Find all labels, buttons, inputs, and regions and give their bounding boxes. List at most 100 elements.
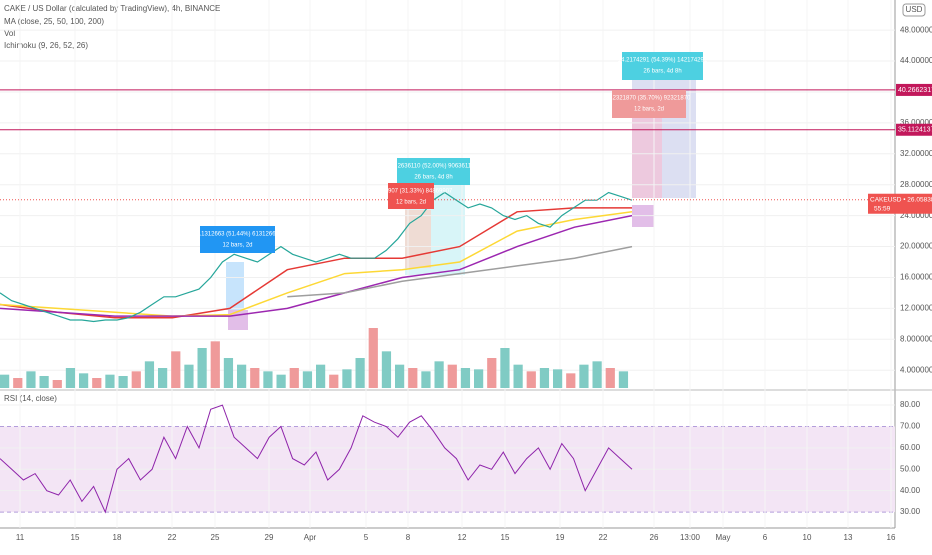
time-tick-label: 19 — [556, 533, 565, 542]
volume-bar — [79, 373, 89, 388]
volume-bar — [395, 364, 405, 388]
level-tag — [896, 83, 932, 96]
rsi-tick-label: 80.00 — [900, 400, 921, 409]
time-tick-label: 12 — [458, 533, 467, 542]
annotation-text: 14.2174291 (54.39%) 142174291 — [618, 58, 708, 64]
price-tick-label: 8.0000000 — [900, 334, 932, 343]
annotation-sub: 12 bars, 2d — [396, 200, 426, 206]
volume-bar — [460, 368, 471, 388]
volume-bar — [368, 328, 378, 388]
time-tick-label: 11 — [16, 533, 25, 542]
volume-bar — [579, 364, 589, 388]
price-tick-label: 12.0000000 — [900, 303, 932, 312]
rsi-title: RSI (14, close) — [4, 394, 57, 403]
annotation-box — [388, 183, 434, 209]
volume-bar — [197, 348, 207, 388]
time-tick-label: 15 — [71, 533, 80, 542]
symbol-title: CAKE / US Dollar (calculated by TradingV… — [4, 4, 220, 13]
time-tick-label: 10 — [803, 533, 812, 542]
volume-bar — [526, 371, 536, 388]
annotation-text: 9.2321870 (35.70%) 92321870 — [608, 96, 691, 102]
price-tick-label: 48.0000000 — [900, 25, 932, 34]
volume-bar — [210, 341, 220, 388]
time-tick-label: 22 — [599, 533, 608, 542]
volume-bar — [65, 368, 76, 388]
price-tick-label: 20.0000000 — [900, 242, 932, 251]
moving-average — [287, 245, 633, 298]
range-shade — [228, 310, 248, 330]
time-tick-label: 26 — [650, 533, 659, 542]
volume-bar — [592, 361, 602, 388]
volume-bar — [171, 351, 181, 388]
volume-bar — [237, 364, 247, 388]
volume-bar — [276, 374, 286, 388]
annotation-text: 8.4869907 (31.33%) 84869907 — [370, 189, 453, 195]
annotation-sub: 12 bars, 2d — [634, 107, 664, 113]
indicator-label: MA (close, 25, 50, 100, 200) — [4, 17, 104, 26]
time-tick-label: Apr — [304, 533, 317, 542]
price-tick-label: 44.0000000 — [900, 56, 932, 65]
countdown: 55:59 — [874, 205, 891, 212]
volume-bar — [118, 376, 128, 388]
annotation-sub: 26 bars, 4d 8h — [643, 69, 681, 75]
volume-bar — [105, 374, 115, 388]
annotation-sub: 12 bars, 2d — [222, 243, 252, 249]
volume-bar — [618, 371, 629, 388]
volume-bar — [342, 369, 352, 388]
volume-bar — [13, 378, 23, 388]
volume-bar — [52, 380, 62, 388]
price-tick-label: 28.0000000 — [900, 180, 932, 189]
range-shade — [405, 210, 431, 268]
last-price-tag — [868, 193, 932, 214]
moving-average — [0, 207, 632, 319]
volume-bar — [316, 364, 326, 388]
time-tick-label: 6 — [763, 533, 768, 542]
rsi-tick-label: 30.00 — [900, 507, 921, 516]
annotation-box — [397, 158, 470, 185]
indicator-label: Vol — [4, 29, 15, 38]
time-tick-label: 22 — [168, 533, 177, 542]
time-tick-label: 25 — [211, 533, 220, 542]
moving-average — [0, 214, 633, 317]
time-tick-label: May — [715, 533, 730, 542]
volume-bar — [513, 364, 523, 388]
volume-bar — [447, 364, 457, 388]
annotation-box — [622, 52, 703, 80]
volume-bar — [421, 371, 431, 388]
volume-bar — [302, 371, 313, 388]
volume-bar — [539, 368, 550, 388]
time-tick-label: 13 — [844, 533, 853, 542]
currency-badge[interactable] — [902, 3, 926, 17]
level-tag — [896, 123, 932, 136]
volume-bar — [223, 358, 234, 388]
time-tick-label: 16 — [887, 533, 896, 542]
volume-bar — [355, 358, 365, 388]
rsi-tick-label: 60.00 — [900, 443, 921, 452]
volume-bar — [329, 374, 339, 388]
time-tick-label: 5 — [364, 533, 369, 542]
volume-bar — [250, 368, 260, 388]
time-tick-label: 29 — [265, 533, 274, 542]
volume-bar — [500, 348, 510, 388]
level-label: 40.2662317 — [898, 87, 932, 94]
volume-bar — [39, 376, 49, 388]
currency[interactable]: USD — [906, 5, 923, 14]
indicator-label: Ichimoku (9, 26, 52, 26) — [4, 41, 88, 50]
volume-bar — [566, 373, 576, 388]
volume-bar — [131, 371, 141, 388]
annotation-text: 6.1312663 (51.44%) 61312663 — [196, 232, 279, 238]
volume-bar — [26, 371, 36, 388]
volume-bar — [487, 358, 497, 388]
volume-bar — [0, 374, 10, 388]
volume-bar — [381, 351, 392, 388]
volume-bar — [474, 369, 484, 388]
volume-bar — [408, 368, 418, 388]
price-tick-label: 16.0000000 — [900, 273, 932, 282]
price-line — [0, 191, 633, 323]
volume-bar — [263, 371, 273, 388]
annotation-box — [612, 90, 686, 118]
price-tick-label: 24.0000000 — [900, 211, 932, 220]
annotation-text: 9.2636110 (52.00%) 90636110 — [393, 164, 476, 170]
rsi-tick-label: 50.00 — [900, 464, 921, 473]
volume-bar — [605, 368, 615, 388]
